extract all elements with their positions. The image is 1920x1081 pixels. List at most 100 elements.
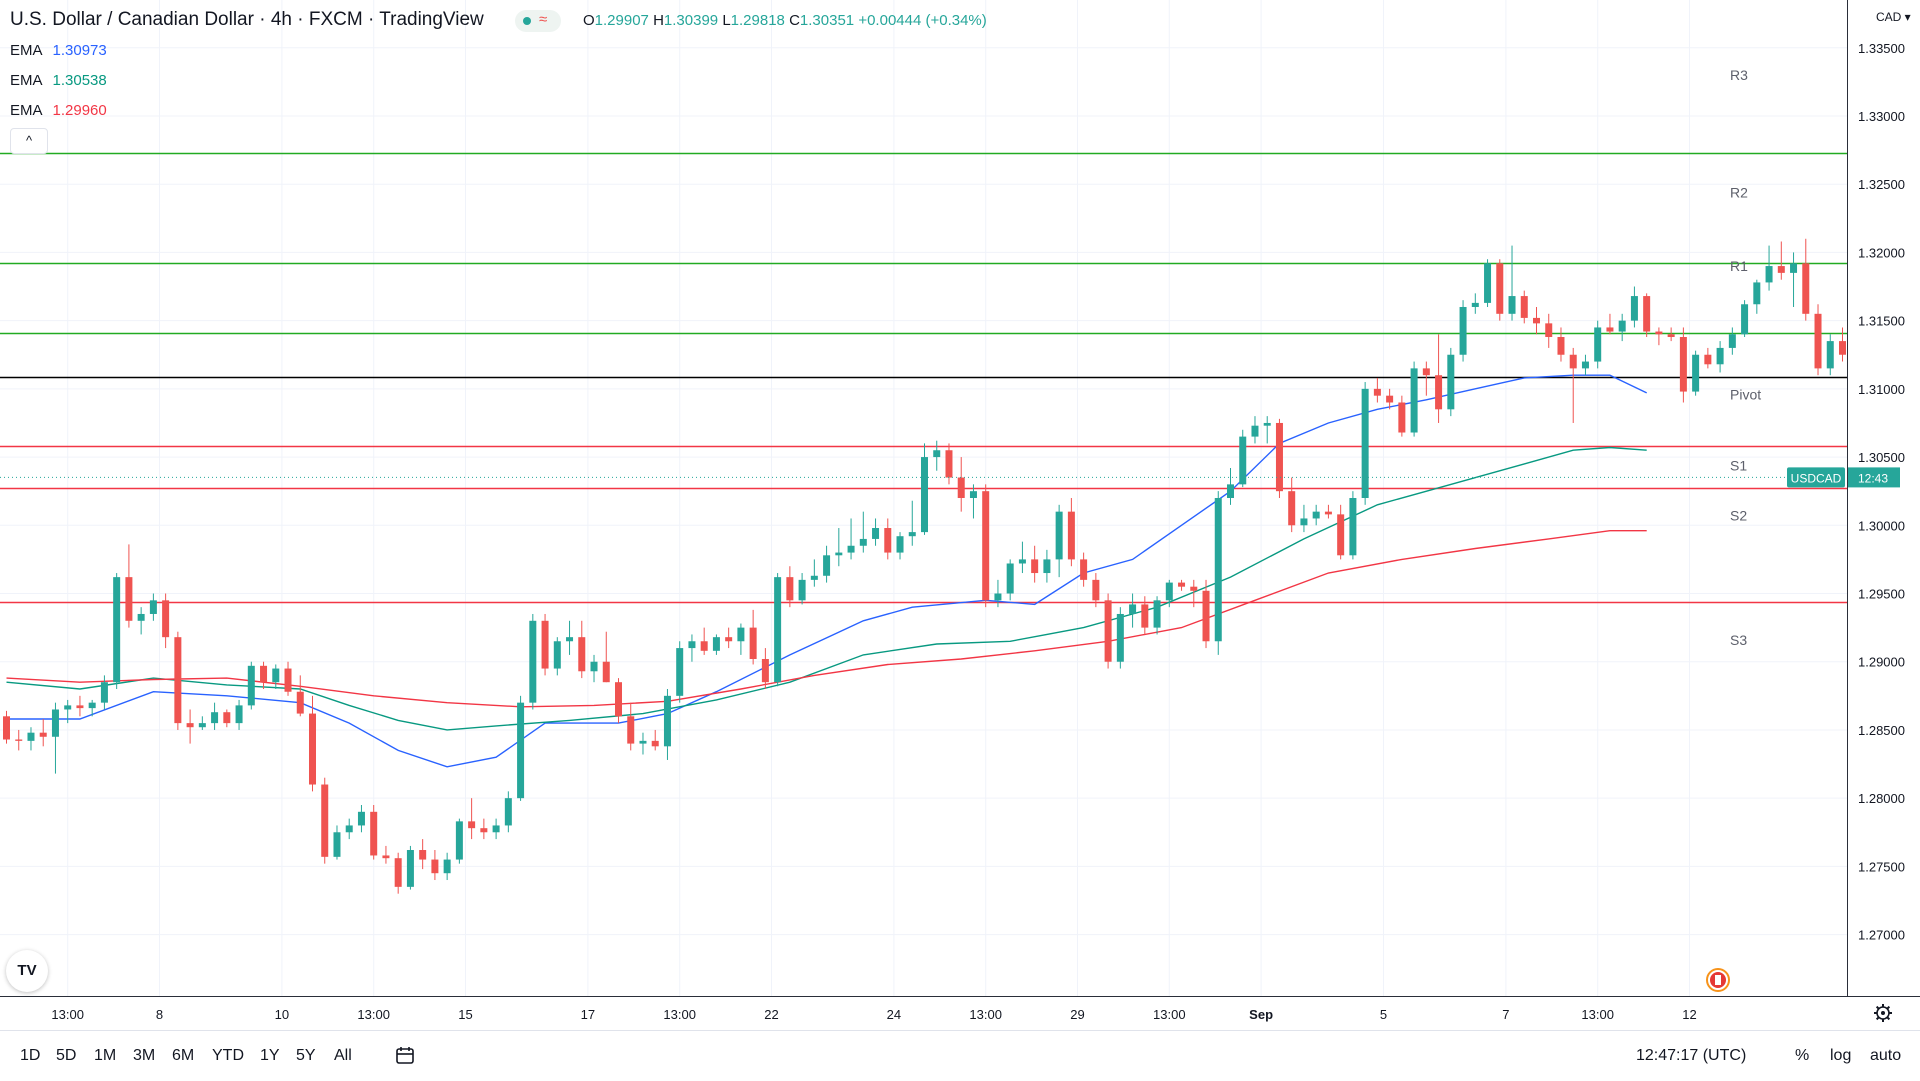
timeframe-1y[interactable]: 1Y <box>260 1047 280 1064</box>
candle[interactable] <box>1618 313 1626 342</box>
symbol-title[interactable]: U.S. Dollar / Canadian Dollar · 4h · FXC… <box>10 9 484 30</box>
candle[interactable] <box>541 613 549 676</box>
candle[interactable] <box>1349 491 1357 560</box>
timeframe-3m[interactable]: 3M <box>133 1047 156 1064</box>
candle[interactable] <box>370 804 378 860</box>
candle[interactable] <box>3 710 10 744</box>
economic-event-icon[interactable] <box>1706 968 1730 992</box>
candle[interactable] <box>51 702 59 774</box>
symbol-tag[interactable]: USDCAD <box>1791 471 1842 485</box>
candle[interactable] <box>137 607 145 635</box>
date-range-icon[interactable] <box>395 1046 417 1066</box>
candle[interactable] <box>896 532 904 560</box>
candle[interactable] <box>419 839 427 870</box>
candle[interactable] <box>749 609 757 665</box>
candle[interactable] <box>1435 334 1443 423</box>
candle[interactable] <box>1728 327 1736 355</box>
ema-legend-3[interactable]: EMA 1.29960 <box>10 102 107 119</box>
candle[interactable] <box>504 791 512 833</box>
candle[interactable] <box>908 500 916 546</box>
candle[interactable] <box>529 613 537 710</box>
candle[interactable] <box>1667 327 1675 342</box>
axis-unit-label[interactable]: CAD ▾ <box>1876 10 1911 24</box>
candle[interactable] <box>1006 559 1014 601</box>
candle[interactable] <box>859 511 867 553</box>
candle[interactable] <box>1337 504 1345 560</box>
candle[interactable] <box>1227 467 1234 505</box>
candle[interactable] <box>211 702 219 730</box>
candle[interactable] <box>982 484 990 608</box>
candle[interactable] <box>663 689 671 760</box>
candle[interactable] <box>1826 334 1834 376</box>
candle[interactable] <box>1753 279 1761 314</box>
candle[interactable] <box>1202 579 1210 649</box>
candle[interactable] <box>321 777 329 864</box>
candle[interactable] <box>1484 259 1492 307</box>
candle[interactable] <box>1263 416 1271 444</box>
candle[interactable] <box>284 661 292 696</box>
candle[interactable] <box>186 709 194 744</box>
candle[interactable] <box>1704 347 1712 369</box>
candle[interactable] <box>774 573 782 687</box>
candle[interactable] <box>27 727 35 751</box>
candle[interactable] <box>1777 241 1785 280</box>
candle[interactable] <box>309 695 316 792</box>
candle[interactable] <box>1043 549 1051 583</box>
candle[interactable] <box>786 566 794 608</box>
candle[interactable] <box>725 627 733 649</box>
candle[interactable] <box>884 518 892 560</box>
candle[interactable] <box>1655 327 1663 346</box>
candle[interactable] <box>492 818 500 840</box>
candle[interactable] <box>651 729 659 751</box>
candle[interactable] <box>1055 504 1063 578</box>
candle[interactable] <box>712 634 720 655</box>
candle[interactable] <box>333 825 341 860</box>
candle[interactable] <box>1031 545 1039 583</box>
log-toggle[interactable]: log <box>1830 1047 1852 1064</box>
candle[interactable] <box>566 620 574 655</box>
candle[interactable] <box>847 518 855 560</box>
candle[interactable] <box>1312 504 1320 526</box>
timeframe-all[interactable]: All <box>334 1047 352 1064</box>
candle[interactable] <box>1104 593 1112 669</box>
candle[interactable] <box>125 544 133 628</box>
candle[interactable] <box>394 852 402 894</box>
candle[interactable] <box>553 637 561 676</box>
candle[interactable] <box>64 699 72 724</box>
timeframe-1d[interactable]: 1D <box>20 1047 41 1064</box>
candle[interactable] <box>933 440 941 471</box>
candle[interactable] <box>1178 579 1186 591</box>
candle[interactable] <box>627 702 635 751</box>
candle[interactable] <box>1814 304 1822 376</box>
timeframe-6m[interactable]: 6M <box>172 1047 195 1064</box>
timeframe-5d[interactable]: 5D <box>56 1047 77 1064</box>
candle[interactable] <box>260 661 268 690</box>
candle[interactable] <box>1214 491 1222 655</box>
auto-toggle[interactable]: auto <box>1870 1047 1902 1064</box>
candle[interactable] <box>1471 293 1479 314</box>
ema-line-1[interactable] <box>6 374 1648 768</box>
timeframe-1m[interactable]: 1M <box>94 1047 117 1064</box>
candle[interactable] <box>1692 350 1700 396</box>
candle[interactable] <box>382 845 390 864</box>
candle[interactable] <box>1557 327 1565 362</box>
candle[interactable] <box>480 818 488 840</box>
candle[interactable] <box>1533 306 1540 335</box>
candle[interactable] <box>737 623 745 655</box>
candle[interactable] <box>761 648 769 690</box>
candle[interactable] <box>872 518 880 546</box>
candle[interactable] <box>969 484 977 519</box>
candle[interactable] <box>468 798 476 840</box>
ema-legend-2[interactable]: EMA 1.30538 <box>10 72 107 89</box>
symbol-tag-bg[interactable] <box>1787 467 1845 488</box>
candle[interactable] <box>1741 300 1749 338</box>
candle[interactable] <box>700 627 708 655</box>
candle[interactable] <box>1300 504 1308 533</box>
candle[interactable] <box>823 545 831 583</box>
candle[interactable] <box>578 620 586 679</box>
percent-toggle[interactable]: % <box>1795 1047 1810 1064</box>
candle[interactable] <box>1288 477 1296 533</box>
candle[interactable] <box>15 729 23 751</box>
candle[interactable] <box>994 579 1002 608</box>
candle[interactable] <box>1643 293 1651 338</box>
